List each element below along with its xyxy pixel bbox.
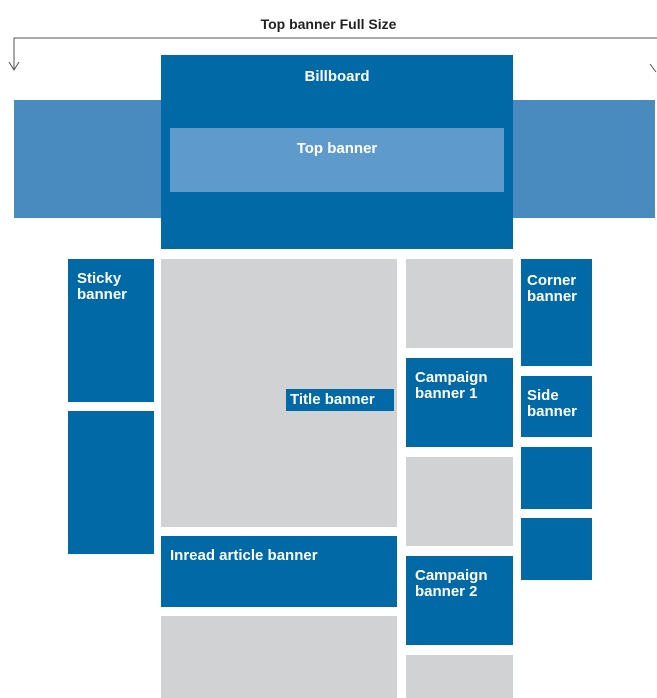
inread-banner-label: Inread article banner: [170, 547, 318, 564]
sticky-banner-label: Sticky banner: [77, 270, 128, 303]
content-area: [161, 616, 397, 698]
sticky-banner-2: [68, 411, 154, 554]
campaign-banner-1-label: Campaign banner 1: [415, 369, 488, 402]
diagram-title: Top banner Full Size: [260, 16, 397, 32]
side-banner: Side banner: [521, 376, 592, 437]
campaign-banner-2: Campaign banner 2: [406, 556, 513, 645]
title-banner-label: Title banner: [290, 391, 375, 408]
sticky-banner: Sticky banner: [68, 259, 154, 402]
content-area: [406, 457, 513, 546]
top-banner-label: Top banner: [296, 140, 378, 157]
side-banner-label: Side banner: [527, 387, 578, 420]
side-banner-2: [521, 447, 592, 509]
content-area: [406, 655, 513, 698]
campaign-banner-1: Campaign banner 1: [406, 358, 513, 447]
billboard-label: Billboard: [304, 68, 370, 85]
title-banner: Title banner: [286, 389, 394, 411]
corner-banner: Corner banner: [521, 259, 592, 366]
full-size-bracket: [8, 37, 657, 73]
campaign-banner-2-label: Campaign banner 2: [415, 567, 488, 600]
corner-banner-label: Corner banner: [527, 272, 578, 305]
inread-article-banner: Inread article banner: [161, 536, 397, 607]
top-banner: Top banner: [170, 128, 504, 192]
side-banner-3: [521, 518, 592, 580]
content-area: [406, 259, 513, 348]
